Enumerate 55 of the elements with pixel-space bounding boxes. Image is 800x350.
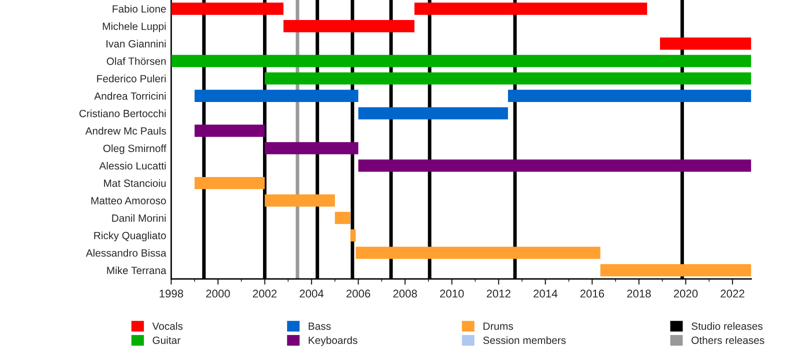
bar <box>171 54 752 68</box>
x-tick-label: 2014 <box>534 290 558 298</box>
x-tick-label: 2004 <box>300 290 324 298</box>
x-tick-label: 2020 <box>674 290 698 298</box>
bar <box>350 229 356 242</box>
bar <box>334 212 350 224</box>
bar <box>414 2 648 15</box>
x-tick-label: 2016 <box>580 290 604 298</box>
y-tick-label: Michele Luppi <box>102 22 166 32</box>
legend-label: Bass <box>308 322 331 330</box>
x-tick-label: 1998 <box>160 290 184 298</box>
legend-label: Vocals <box>152 322 183 330</box>
y-tick-label: Alessandro Bissa <box>86 249 166 257</box>
legend-label: Studio releases <box>692 322 763 330</box>
bar <box>264 194 335 207</box>
y-tick-label: Alessio Lucatti <box>99 162 166 170</box>
y-tick-label: Fabio Lione <box>112 4 166 13</box>
y-tick-label: Matteo Amoroso <box>91 197 166 204</box>
x-tick-label: 2008 <box>393 290 417 298</box>
y-tick-label: Federico Puleri <box>97 74 166 82</box>
bar <box>194 176 265 190</box>
bar <box>171 2 284 15</box>
bar <box>356 246 600 259</box>
x-tick-label: 2022 <box>720 290 744 298</box>
x-tick-label: 2018 <box>627 290 651 298</box>
bar <box>508 90 752 102</box>
bar <box>264 72 752 85</box>
y-tick-label: Ricky Quagliato <box>94 232 166 242</box>
bar <box>283 20 414 32</box>
y-tick-label: Andrew Mc Pauls <box>85 126 166 135</box>
y-tick-label: Olaf Thörsen <box>106 57 166 65</box>
legend-label: Others releases <box>692 336 764 344</box>
x-tick-label: 2006 <box>346 290 370 298</box>
x-tick-label: 2000 <box>206 290 230 298</box>
y-tick-label: Oleg Smirnoff <box>103 144 166 154</box>
x-tick-label: 2012 <box>486 290 510 298</box>
y-tick-label: Cristiano Bertocchi <box>79 110 166 118</box>
y-tick-label: Andrea Torricini <box>94 92 166 100</box>
x-tick-label: 2010 <box>440 290 464 298</box>
y-tick-label: Ivan Giannini <box>106 40 166 48</box>
y-tick-label: Mat Stancioiu <box>104 179 166 187</box>
bar <box>600 264 752 276</box>
bar <box>660 37 752 50</box>
bar <box>264 142 358 154</box>
y-tick-label: Mike Terrana <box>107 266 166 274</box>
bar <box>358 107 508 120</box>
bar <box>194 124 265 137</box>
legend-label: Guitar <box>152 336 180 344</box>
legend-label: Session members <box>483 336 566 344</box>
legend-label: Keyboards <box>308 336 358 346</box>
x-tick-label: 2002 <box>252 290 277 298</box>
bar <box>358 160 752 172</box>
legend-label: Drums <box>484 322 514 330</box>
bar <box>194 90 358 102</box>
y-tick-label: Danil Morini <box>112 214 166 222</box>
